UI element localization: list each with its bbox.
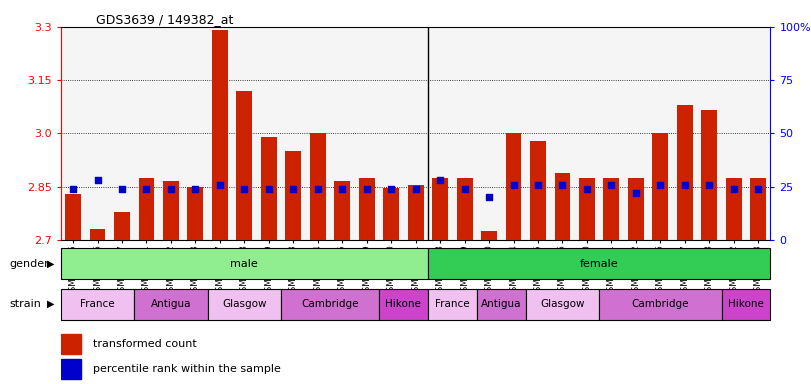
Point [336, 186, 349, 192]
Point [458, 186, 471, 192]
FancyBboxPatch shape [526, 289, 599, 319]
Bar [65, 194, 81, 240]
FancyBboxPatch shape [379, 289, 428, 319]
Bar [61, 334, 80, 354]
Bar [432, 178, 448, 240]
Bar [139, 178, 154, 240]
Point [140, 186, 153, 192]
Point [703, 182, 716, 188]
Point [629, 190, 642, 196]
Text: Cambridge: Cambridge [301, 299, 358, 309]
Text: strain: strain [10, 299, 41, 309]
Bar [457, 178, 473, 240]
Bar [628, 178, 644, 240]
Bar [187, 187, 204, 240]
Text: Hikone: Hikone [385, 299, 422, 309]
Point [483, 194, 496, 200]
Point [384, 186, 397, 192]
Bar [310, 133, 326, 240]
Bar [89, 229, 105, 240]
Bar [505, 133, 521, 240]
Bar [212, 30, 228, 240]
Text: transformed count: transformed count [92, 339, 196, 349]
Bar [114, 212, 130, 240]
Bar [726, 178, 742, 240]
Point [434, 177, 447, 184]
Bar [750, 178, 766, 240]
FancyBboxPatch shape [722, 289, 770, 319]
Text: Glasgow: Glasgow [540, 299, 585, 309]
Bar [555, 172, 570, 240]
FancyBboxPatch shape [135, 289, 208, 319]
Point [311, 186, 324, 192]
Point [115, 186, 128, 192]
Point [605, 182, 618, 188]
Point [238, 186, 251, 192]
Bar [579, 178, 595, 240]
Bar [334, 181, 350, 240]
Bar [408, 185, 423, 240]
Text: France: France [80, 299, 115, 309]
Point [654, 182, 667, 188]
Bar [603, 178, 620, 240]
Point [507, 182, 520, 188]
Point [556, 182, 569, 188]
Bar [652, 133, 668, 240]
FancyBboxPatch shape [428, 289, 477, 319]
FancyBboxPatch shape [61, 289, 135, 319]
FancyBboxPatch shape [477, 289, 526, 319]
Point [67, 186, 79, 192]
FancyBboxPatch shape [281, 289, 379, 319]
Text: Hikone: Hikone [728, 299, 764, 309]
Text: male: male [230, 259, 258, 269]
Bar [358, 178, 375, 240]
Bar [61, 359, 80, 379]
Text: ▶: ▶ [47, 299, 54, 309]
Point [581, 186, 594, 192]
Point [727, 186, 740, 192]
Text: France: France [435, 299, 470, 309]
Bar [261, 137, 277, 240]
Bar [677, 105, 693, 240]
Text: percentile rank within the sample: percentile rank within the sample [92, 364, 281, 374]
Point [262, 186, 275, 192]
Point [287, 186, 300, 192]
Point [91, 177, 104, 184]
Bar [384, 189, 399, 240]
Point [752, 186, 765, 192]
Bar [702, 110, 717, 240]
Point [189, 186, 202, 192]
Bar [285, 151, 301, 240]
Point [213, 182, 226, 188]
FancyBboxPatch shape [208, 289, 281, 319]
FancyBboxPatch shape [599, 289, 722, 319]
Bar [163, 181, 179, 240]
Point [165, 186, 178, 192]
FancyBboxPatch shape [428, 248, 770, 280]
Text: Cambridge: Cambridge [632, 299, 689, 309]
Text: Glasgow: Glasgow [222, 299, 267, 309]
Point [678, 182, 691, 188]
Text: gender: gender [10, 259, 49, 269]
Text: Antigua: Antigua [151, 299, 191, 309]
Text: GDS3639 / 149382_at: GDS3639 / 149382_at [97, 13, 234, 26]
Point [409, 186, 422, 192]
Point [531, 182, 544, 188]
Bar [236, 91, 252, 240]
Text: Antigua: Antigua [481, 299, 521, 309]
Point [360, 186, 373, 192]
Text: ▶: ▶ [47, 259, 54, 269]
Text: female: female [580, 259, 619, 269]
Bar [530, 141, 546, 240]
Bar [481, 231, 497, 240]
FancyBboxPatch shape [61, 248, 428, 280]
